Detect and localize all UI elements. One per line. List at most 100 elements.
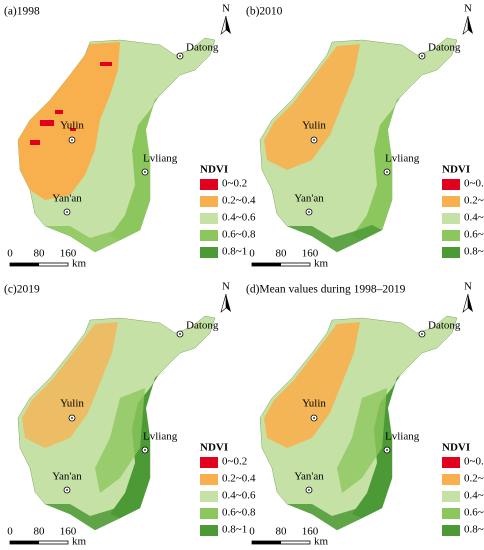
scale-tick-label: 80 <box>34 526 46 538</box>
legend-swatch <box>200 230 218 241</box>
very-low-patch <box>70 128 76 131</box>
city-dot <box>313 417 315 419</box>
high-zone <box>110 90 168 240</box>
legend-swatch <box>442 474 460 485</box>
low-zone <box>18 42 120 200</box>
legend-swatch <box>442 196 460 207</box>
city-dot <box>421 55 423 57</box>
legend-label: 0.2~0.4 <box>464 473 484 485</box>
low-zone <box>22 322 118 448</box>
legend-label: 0.2~0.4 <box>464 195 484 207</box>
legend-swatch <box>442 525 460 536</box>
legend-label: 0.6~0.8 <box>464 507 484 519</box>
very-low-patch <box>100 62 112 66</box>
legend-swatch <box>442 457 460 468</box>
north-label: N <box>222 3 230 15</box>
legend-label: 0.4~0.6 <box>464 212 484 224</box>
scale-bar <box>252 263 281 266</box>
city-label: Yulin <box>60 120 84 132</box>
north-arrow <box>462 15 469 35</box>
legend-swatch <box>200 179 218 190</box>
legend-swatch <box>200 525 218 536</box>
scale-unit: km <box>314 536 329 548</box>
city-label: Yulin <box>302 120 326 132</box>
north-arrow <box>226 16 231 34</box>
city-dot <box>313 139 315 141</box>
legend-swatch <box>200 491 218 502</box>
scale-tick-label: 160 <box>60 248 77 260</box>
north-arrow <box>462 293 469 313</box>
map-panel: (c)2019 Datong Yulin Lvliang Yan'an N NDVI 0~0.… <box>4 281 256 548</box>
city-label: Lvliang <box>143 153 178 165</box>
city-dot <box>144 171 146 173</box>
city-dot <box>179 55 181 57</box>
legend-swatch <box>442 491 460 502</box>
city-label: Datong <box>186 320 219 332</box>
scale-bar <box>10 263 39 266</box>
city-label: Lvliang <box>143 431 178 443</box>
city-label: Yan'an <box>52 193 82 205</box>
map-panel: (a)1998 Datong Yulin Lvliang Yan'an N NDVI 0~0.… <box>4 3 256 270</box>
legend-label: 0.6~0.8 <box>222 507 256 519</box>
legend-swatch <box>200 213 218 224</box>
city-dot <box>308 489 310 491</box>
city-dot <box>144 449 146 451</box>
scale-tick-label: 0 <box>7 248 13 260</box>
legend-label: 0.2~0.4 <box>222 473 256 485</box>
mid-zone <box>337 388 387 493</box>
north-arrow <box>468 294 473 312</box>
south-zone <box>287 503 382 530</box>
city-label: Yan'an <box>52 471 82 483</box>
high-zone <box>352 90 410 240</box>
scale-tick-label: 160 <box>302 526 319 538</box>
city-dot <box>308 211 310 213</box>
legend-label: 0~0.2 <box>222 456 247 468</box>
legend-label: 0.4~0.6 <box>222 212 256 224</box>
city-label: Datong <box>428 320 461 332</box>
scale-tick-label: 80 <box>276 248 288 260</box>
mid-zone <box>95 388 145 493</box>
south-zone <box>287 225 382 252</box>
low-zone <box>264 322 360 448</box>
north-label: N <box>464 281 472 293</box>
legend-label: 0.8~1 <box>222 524 247 536</box>
legend-swatch <box>442 508 460 519</box>
panel-title: (a)1998 <box>4 6 40 18</box>
legend-label: 0.6~0.8 <box>464 229 484 241</box>
low-zone <box>264 44 360 170</box>
city-label: Yan'an <box>294 193 324 205</box>
very-low-patch <box>40 120 54 126</box>
north-arrow <box>226 294 231 312</box>
panel-title: (c)2019 <box>4 284 40 296</box>
legend-label: 0.8~1 <box>222 246 247 258</box>
city-dot <box>386 171 388 173</box>
scale-tick-label: 160 <box>302 248 319 260</box>
city-label: Lvliang <box>385 153 420 165</box>
south-zone <box>45 225 140 252</box>
north-arrow <box>220 293 227 313</box>
legend-title: NDVI <box>442 164 470 176</box>
very-low-patch <box>30 140 40 145</box>
scale-unit: km <box>314 258 329 270</box>
scale-tick-label: 160 <box>60 526 77 538</box>
legend-label: 0.8~1 <box>464 524 484 536</box>
city-label: Yulin <box>302 398 326 410</box>
north-arrow <box>468 16 473 34</box>
north-label: N <box>464 3 472 15</box>
scale-bar <box>10 541 39 544</box>
legend-swatch <box>200 457 218 468</box>
legend-swatch <box>200 196 218 207</box>
city-dot <box>179 333 181 335</box>
scale-bar <box>252 541 281 544</box>
legend-label: 0~0.2 <box>222 178 247 190</box>
legend-swatch <box>442 213 460 224</box>
city-dot <box>386 449 388 451</box>
panel-title: (b)2010 <box>246 6 283 18</box>
legend-swatch <box>442 247 460 258</box>
legend-label: 0.8~1 <box>464 246 484 258</box>
city-label: Yulin <box>60 398 84 410</box>
legend-swatch <box>442 179 460 190</box>
legend-swatch <box>442 230 460 241</box>
